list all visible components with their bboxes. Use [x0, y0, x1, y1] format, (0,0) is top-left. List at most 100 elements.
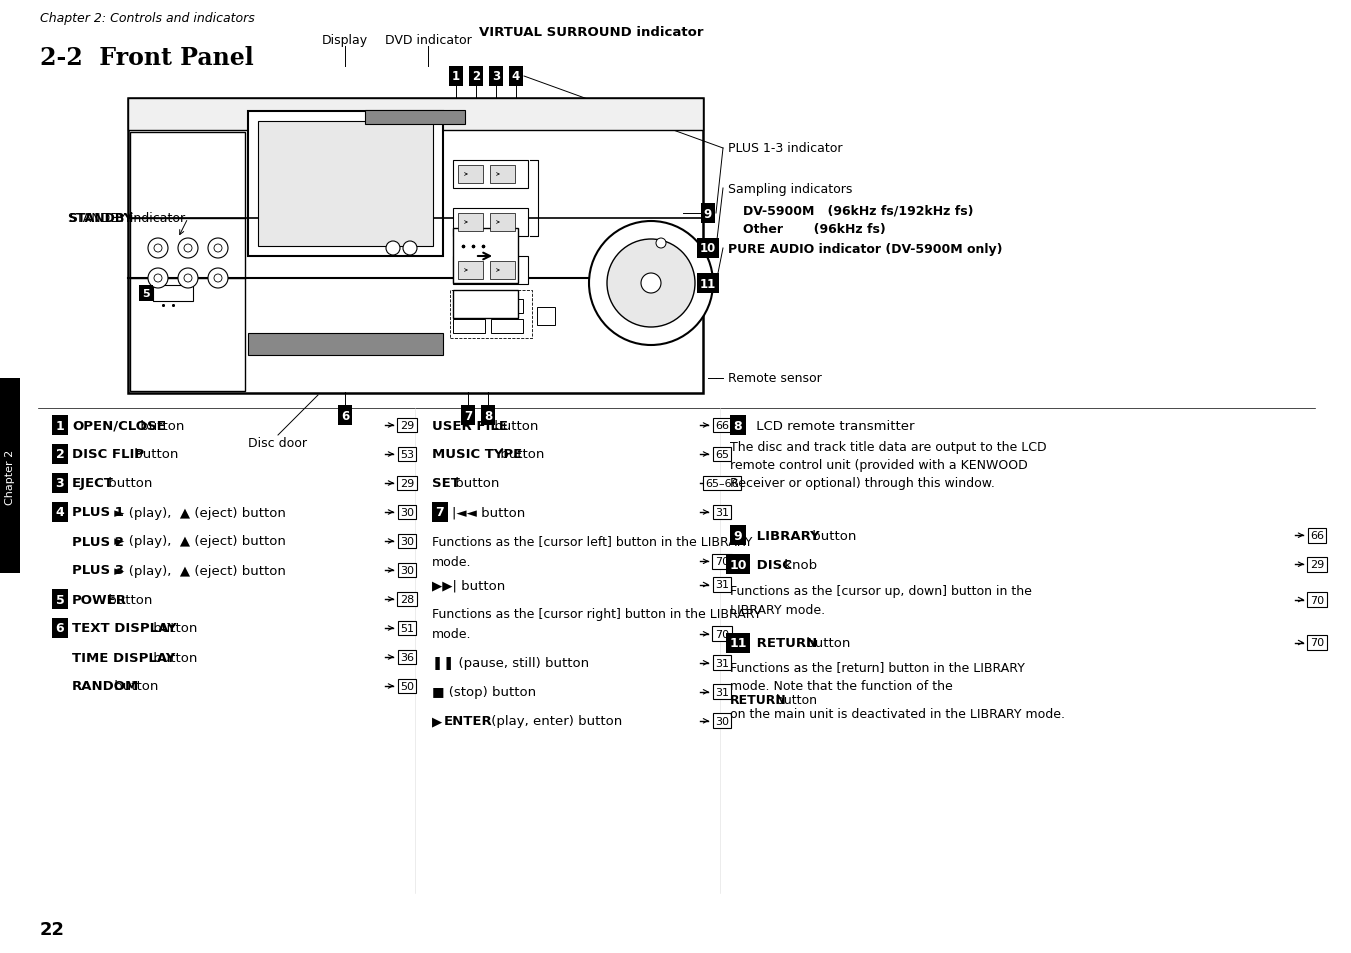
- Circle shape: [208, 239, 228, 258]
- Text: The disc and track title data are output to the LCD
remote control unit (provide: The disc and track title data are output…: [730, 440, 1047, 490]
- Text: 6: 6: [55, 622, 65, 635]
- Bar: [490, 213, 515, 232]
- Circle shape: [208, 269, 228, 289]
- Text: 3: 3: [492, 71, 500, 84]
- Text: POWER: POWER: [72, 593, 127, 606]
- Text: 70: 70: [1310, 595, 1324, 605]
- Circle shape: [178, 269, 199, 289]
- Bar: [258, 122, 434, 247]
- Text: 66: 66: [1310, 531, 1324, 540]
- Text: 30: 30: [715, 716, 730, 726]
- Circle shape: [589, 222, 713, 346]
- Bar: [453, 256, 528, 285]
- Bar: [490, 299, 523, 314]
- Text: 50: 50: [400, 681, 413, 691]
- Text: RETURN: RETURN: [730, 693, 786, 706]
- Text: RETURN: RETURN: [753, 637, 817, 649]
- Text: 3: 3: [55, 477, 65, 490]
- Text: 10: 10: [700, 242, 716, 255]
- Text: button: button: [130, 448, 178, 461]
- Text: button: button: [808, 529, 857, 542]
- Circle shape: [213, 245, 222, 253]
- Text: 66: 66: [715, 420, 730, 431]
- Text: Chapter 2: Controls and indicators: Chapter 2: Controls and indicators: [41, 12, 255, 25]
- Text: on the main unit is deactivated in the LIBRARY mode.: on the main unit is deactivated in the L…: [730, 708, 1065, 720]
- Bar: [490, 262, 515, 280]
- Circle shape: [386, 242, 400, 255]
- Bar: [365, 111, 465, 125]
- Text: Functions as the [cursor right] button in the LIBRARY: Functions as the [cursor right] button i…: [432, 607, 762, 620]
- Bar: [453, 229, 517, 284]
- Text: USER FILE: USER FILE: [432, 419, 508, 432]
- Text: 65–66: 65–66: [705, 478, 739, 489]
- Bar: [536, 308, 555, 326]
- Text: 30: 30: [400, 565, 413, 576]
- Text: PLUS 1-3 indicator: PLUS 1-3 indicator: [728, 142, 843, 155]
- Text: 30: 30: [400, 507, 413, 517]
- Text: button: button: [104, 593, 153, 606]
- Text: ► (play),  ▲ (eject) button: ► (play), ▲ (eject) button: [111, 506, 286, 519]
- Circle shape: [657, 239, 666, 249]
- Circle shape: [184, 245, 192, 253]
- Text: button: button: [771, 693, 817, 706]
- Text: RANDOM: RANDOM: [72, 679, 139, 693]
- Text: ❚❚ (pause, still) button: ❚❚ (pause, still) button: [432, 657, 589, 670]
- Text: 11: 11: [730, 637, 747, 649]
- Bar: [490, 166, 515, 184]
- Text: ► (play),  ▲ (eject) button: ► (play), ▲ (eject) button: [111, 564, 286, 577]
- Text: 2-2  Front Panel: 2-2 Front Panel: [41, 46, 254, 70]
- Text: 70: 70: [715, 557, 730, 567]
- Circle shape: [178, 239, 199, 258]
- Text: Functions as the [cursor up, down] button in the
LIBRARY mode.: Functions as the [cursor up, down] butto…: [730, 585, 1032, 617]
- Circle shape: [149, 269, 168, 289]
- Bar: [453, 319, 485, 334]
- Circle shape: [403, 242, 417, 255]
- Text: ▶: ▶: [432, 715, 446, 727]
- Text: 51: 51: [400, 623, 413, 634]
- Text: 8: 8: [484, 409, 492, 422]
- Text: 31: 31: [715, 659, 730, 668]
- Text: DV-5900M   (96kHz fs/192kHz fs): DV-5900M (96kHz fs/192kHz fs): [743, 204, 974, 217]
- Text: 4: 4: [512, 71, 520, 84]
- Text: button: button: [149, 651, 197, 664]
- Bar: [453, 299, 485, 314]
- Circle shape: [184, 274, 192, 283]
- Text: 11: 11: [700, 277, 716, 291]
- Bar: [128, 99, 703, 131]
- Bar: [490, 319, 523, 334]
- Text: LCD remote transmitter: LCD remote transmitter: [753, 419, 915, 432]
- Text: SET: SET: [432, 477, 459, 490]
- Text: 7: 7: [463, 409, 471, 422]
- Text: 1: 1: [55, 419, 65, 432]
- Text: STANDBY indicator: STANDBY indicator: [68, 213, 185, 225]
- Bar: [0, 378, 20, 574]
- Text: 6: 6: [340, 409, 349, 422]
- Text: STANDBY: STANDBY: [68, 213, 132, 225]
- Text: EJECT: EJECT: [72, 477, 113, 490]
- Bar: [249, 112, 443, 256]
- Text: VIRTUAL SURROUND indicator: VIRTUAL SURROUND indicator: [478, 26, 704, 39]
- Text: knob: knob: [780, 558, 817, 571]
- Text: 5: 5: [142, 289, 150, 298]
- Text: 70: 70: [1310, 638, 1324, 648]
- Text: 10: 10: [730, 558, 747, 571]
- Circle shape: [154, 274, 162, 283]
- Text: PLUS 1: PLUS 1: [72, 506, 124, 519]
- Text: 2: 2: [471, 71, 480, 84]
- Text: OPEN/CLOSE: OPEN/CLOSE: [72, 419, 166, 432]
- Text: 65: 65: [715, 450, 730, 459]
- Text: 9: 9: [734, 529, 742, 542]
- Text: 31: 31: [715, 687, 730, 697]
- Bar: [130, 132, 245, 392]
- Text: 4: 4: [55, 506, 65, 519]
- Bar: [458, 166, 484, 184]
- Text: button: button: [496, 448, 544, 461]
- Text: PURE AUDIO indicator (DV-5900M only): PURE AUDIO indicator (DV-5900M only): [728, 242, 1002, 255]
- Text: 22: 22: [41, 920, 65, 938]
- Text: DISC: DISC: [753, 558, 792, 571]
- Text: Chapter 2: Chapter 2: [5, 449, 15, 504]
- Text: ■ (stop) button: ■ (stop) button: [432, 685, 536, 699]
- Text: 31: 31: [715, 507, 730, 517]
- Text: ENTER: ENTER: [444, 715, 493, 727]
- Text: MUSIC TYPE: MUSIC TYPE: [432, 448, 523, 461]
